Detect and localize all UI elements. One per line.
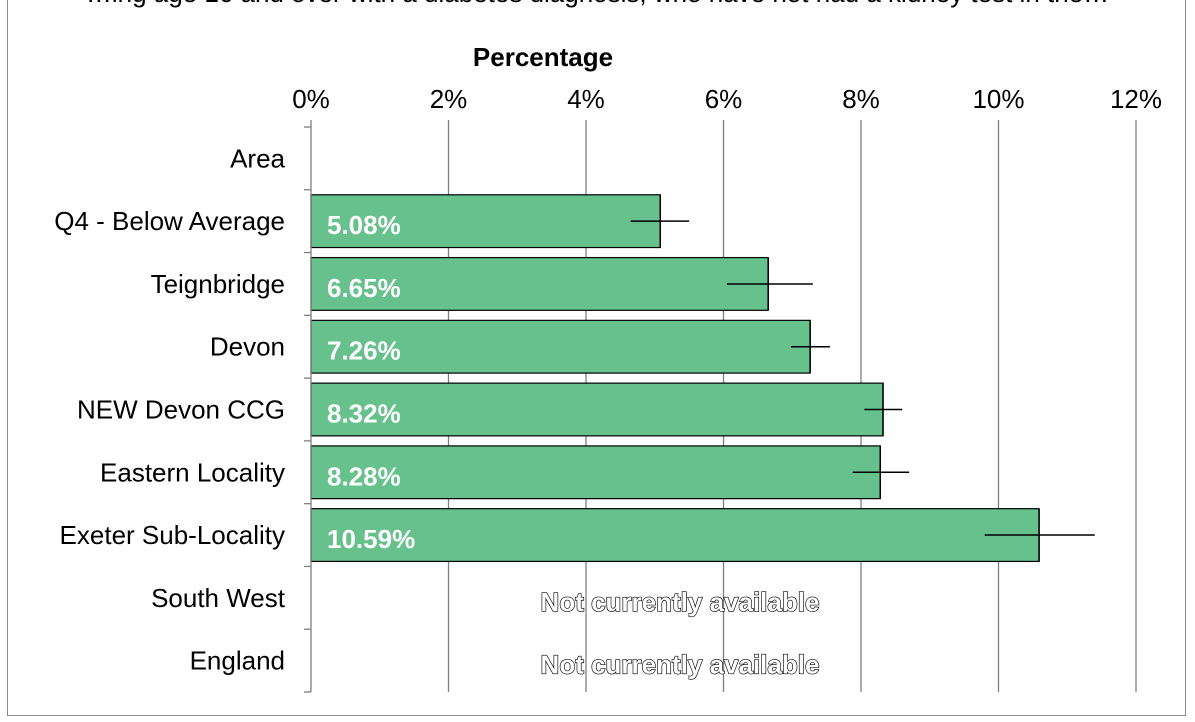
not-available-label: Not currently available bbox=[541, 650, 820, 680]
x-tick-label: 4% bbox=[567, 84, 605, 114]
category-label: Exeter Sub-Locality bbox=[60, 520, 285, 550]
category-label: Teignbridge bbox=[151, 269, 285, 299]
x-axis-title: Percentage bbox=[473, 42, 613, 72]
labels: 5.08% 6.65% 7.26% 8.32% 8.28% 10.59% Not curre… bbox=[327, 194, 1095, 680]
x-tick-label: 2% bbox=[430, 84, 468, 114]
category-label: Q4 - Below Average bbox=[54, 206, 285, 236]
bar bbox=[310, 382, 884, 437]
not-available-label: Not currently available bbox=[541, 587, 820, 617]
category-label: NEW Devon CCG bbox=[77, 395, 285, 425]
bar bbox=[310, 508, 1040, 563]
bar-data-label: 6.65% bbox=[327, 273, 401, 303]
x-tick-label: 8% bbox=[842, 84, 880, 114]
bars bbox=[310, 194, 1040, 563]
category-label: Area bbox=[230, 143, 285, 173]
bar-data-label: 7.26% bbox=[327, 336, 401, 366]
bar-data-label: 5.08% bbox=[327, 210, 401, 240]
bar bbox=[310, 319, 811, 374]
chart-caption-partial: …ing age 16 and over with a diabetes dia… bbox=[0, 0, 1195, 9]
category-label: England bbox=[190, 646, 285, 676]
x-tick-label: 6% bbox=[705, 84, 743, 114]
category-label: South West bbox=[151, 583, 286, 613]
x-tick-label: 12% bbox=[1110, 84, 1162, 114]
category-label: Eastern Locality bbox=[100, 457, 285, 487]
bar-data-label: 8.32% bbox=[327, 399, 401, 429]
bar-data-label: 8.28% bbox=[327, 461, 401, 491]
bar bbox=[310, 445, 881, 500]
axes: 0% 2% 4% 6% 8% 10% 12% Area Q4 - Below Average Te… bbox=[54, 84, 1162, 693]
bar-data-label: 10.59% bbox=[327, 524, 415, 554]
category-label: Devon bbox=[210, 332, 285, 362]
x-tick-label: 0% bbox=[292, 84, 330, 114]
x-tick-label: 10% bbox=[972, 84, 1024, 114]
